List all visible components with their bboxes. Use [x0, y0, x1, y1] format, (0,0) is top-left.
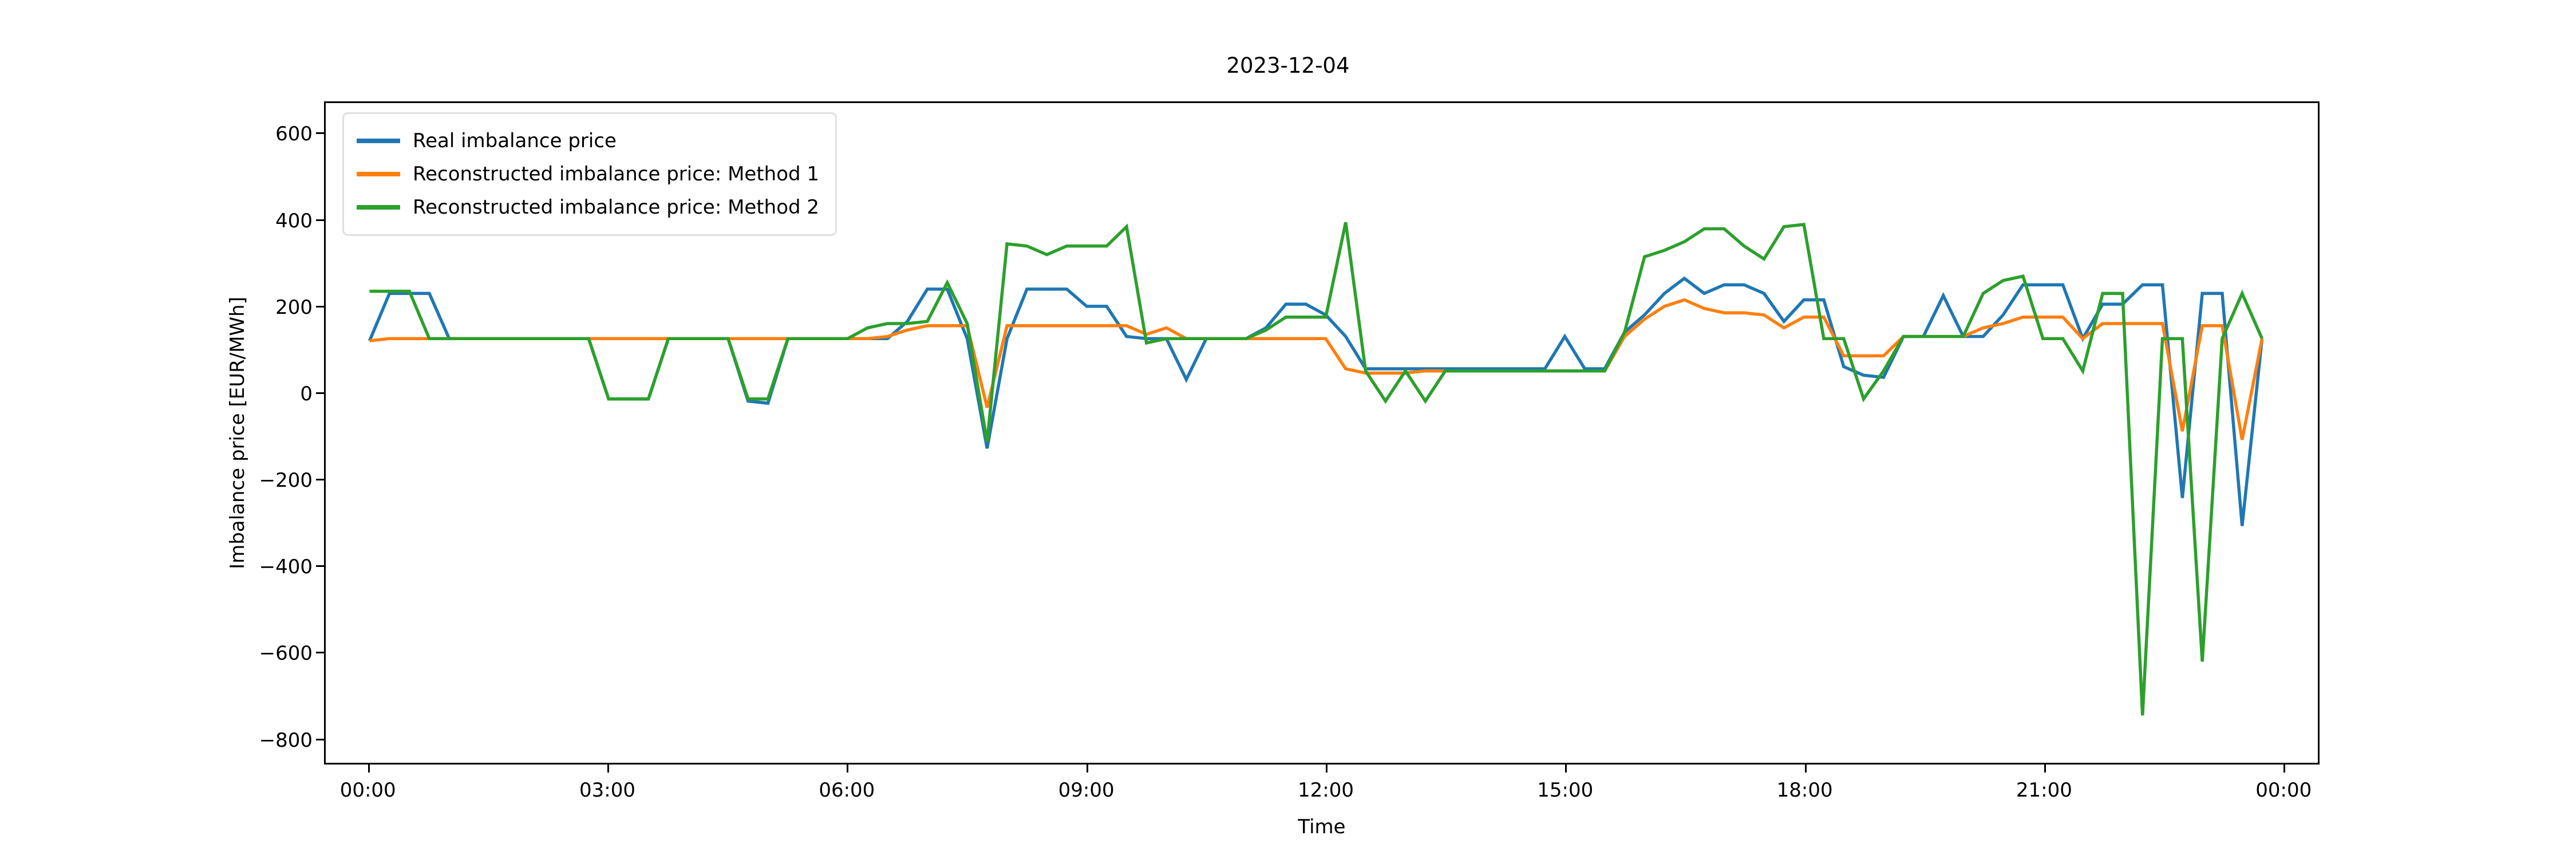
legend-color-swatch	[357, 205, 400, 210]
y-tick-label: 0	[300, 382, 313, 405]
series-line	[368, 276, 2264, 526]
y-tick-label: 200	[275, 295, 313, 319]
legend-item[interactable]: Reconstructed imbalance price: Method 2	[357, 191, 819, 224]
y-tick-mark	[316, 305, 324, 308]
x-tick-label: 15:00	[1537, 779, 1594, 802]
y-tick-mark	[316, 479, 324, 481]
x-axis-label: Time	[1298, 815, 1346, 838]
x-tick-label: 06:00	[819, 779, 875, 802]
legend-item[interactable]: Real imbalance price	[357, 124, 819, 157]
y-tick-label: 400	[275, 209, 313, 233]
legend-item-label: Reconstructed imbalance price: Method 2	[413, 196, 820, 219]
x-tick-mark	[368, 765, 370, 773]
x-tick-mark	[1086, 765, 1088, 773]
legend-color-swatch	[357, 139, 400, 143]
x-tick-label: 12:00	[1297, 779, 1354, 802]
x-tick-mark	[847, 765, 849, 773]
y-tick-label: −200	[259, 469, 313, 492]
y-tick-mark	[316, 738, 324, 740]
x-tick-mark	[607, 765, 609, 773]
x-tick-mark	[1565, 765, 1567, 773]
y-tick-label: −400	[259, 555, 313, 579]
legend-color-swatch	[357, 172, 400, 176]
x-tick-label: 21:00	[2016, 779, 2072, 802]
x-tick-label: 03:00	[579, 779, 635, 802]
x-tick-mark	[1325, 765, 1327, 773]
y-tick-label: 600	[275, 123, 313, 146]
x-tick-mark	[2283, 765, 2286, 773]
legend-item-label: Reconstructed imbalance price: Method 1	[413, 163, 820, 186]
x-tick-label: 18:00	[1776, 779, 1833, 802]
legend-item-label: Real imbalance price	[413, 129, 617, 152]
x-tick-label: 09:00	[1058, 779, 1115, 802]
series-line	[369, 298, 2264, 440]
plot-lines	[368, 222, 2264, 716]
y-tick-mark	[316, 132, 324, 135]
series-line	[369, 222, 2264, 716]
x-tick-mark	[2044, 765, 2046, 773]
chart-title: 2023-12-04	[1226, 53, 1350, 78]
y-tick-mark	[316, 652, 324, 654]
legend: Real imbalance price Reconstructed imbala…	[342, 112, 837, 236]
y-tick-mark	[316, 392, 324, 394]
x-tick-label: 00:00	[339, 779, 396, 802]
x-tick-label: 00:00	[2255, 779, 2312, 802]
y-tick-label: −600	[259, 642, 313, 665]
y-tick-mark	[316, 565, 324, 568]
legend-item[interactable]: Reconstructed imbalance price: Method 1	[357, 157, 819, 191]
y-tick-mark	[316, 219, 324, 221]
y-tick-label: −800	[259, 728, 313, 752]
x-tick-mark	[1804, 765, 1807, 773]
